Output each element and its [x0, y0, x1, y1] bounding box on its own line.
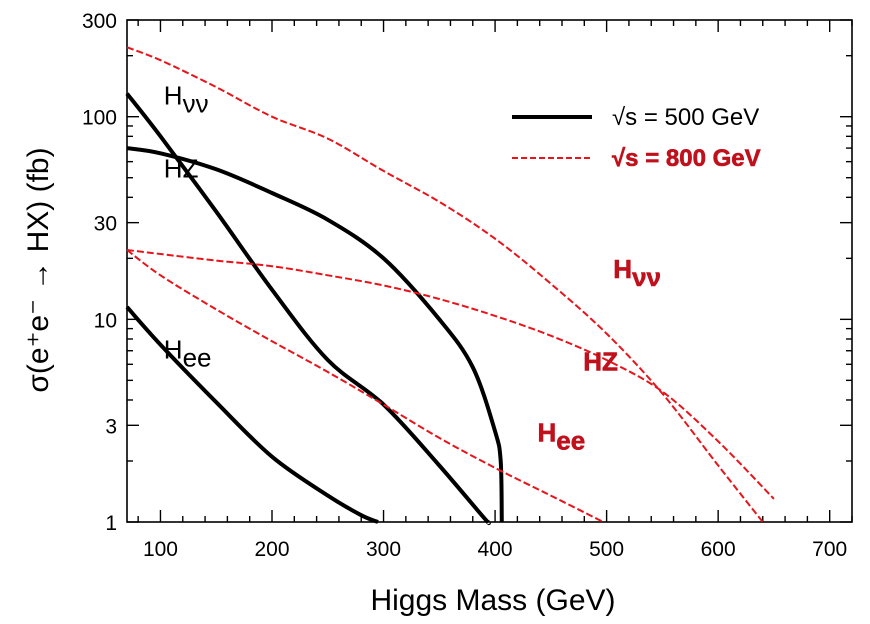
x-tick-label: 400: [478, 538, 513, 561]
y-tick-label: 300: [82, 10, 117, 33]
x-tick-label: 700: [812, 538, 847, 561]
x-tick-label: 200: [254, 538, 289, 561]
label-hvv_500: Hνν: [164, 80, 209, 118]
legend-label-500: √s = 500 GeV: [612, 104, 759, 131]
label-hz_800: HZ: [583, 346, 618, 376]
curve-hz-800: [126, 249, 775, 500]
legend-label-800: √s = 800 GeV: [612, 145, 761, 172]
x-tick-label: 100: [143, 538, 178, 561]
y-tick-label: 1: [105, 512, 117, 535]
curves: [125, 46, 775, 526]
x-axis-title: Higgs Mass (GeV): [370, 584, 615, 617]
x-tick-label: 500: [589, 538, 624, 561]
x-tick-label: 300: [366, 538, 401, 561]
ticks: [127, 19, 853, 523]
curve-hee-500: [125, 305, 379, 524]
label-hz_500: HZ: [164, 154, 199, 184]
y-tick-label: 100: [82, 107, 117, 130]
label-hvv_800: Hνν: [613, 254, 661, 292]
curve-hvv-800: [126, 46, 764, 523]
y-axis-title: σ(e⁺e⁻ → HX) (fb): [22, 147, 55, 392]
y-tick-label: 10: [94, 309, 117, 332]
curve-labels: Hνν HZ Hee Hνν HZ Hee: [164, 80, 662, 455]
curve-hz-500: [126, 146, 504, 523]
label-hee_800: Hee: [537, 417, 585, 455]
curve-hee-800: [126, 249, 604, 523]
tick-labels: 100 200 300 400 500 600 700 1 3 10 30 100 300: [82, 10, 847, 561]
legend: √s = 500 GeV √s = 800 GeV: [512, 104, 761, 172]
curve-hvv-500: [125, 92, 491, 526]
y-tick-label: 3: [105, 415, 117, 438]
x-tick-label: 600: [701, 538, 736, 561]
y-tick-label: 30: [94, 213, 117, 236]
plot-frame: [126, 19, 853, 523]
label-hee_500: Hee: [164, 335, 212, 373]
